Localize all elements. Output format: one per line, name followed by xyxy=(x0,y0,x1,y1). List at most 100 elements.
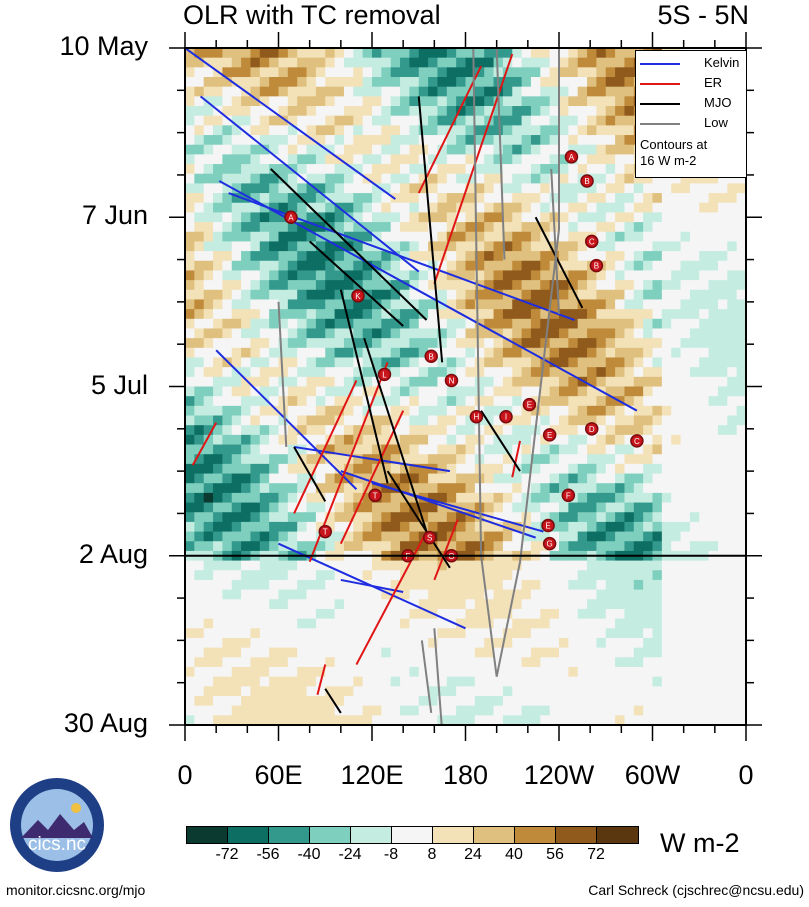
olr-cell xyxy=(400,676,410,687)
olr-cell xyxy=(334,135,345,146)
olr-cell xyxy=(446,454,457,465)
olr-cell xyxy=(222,541,233,552)
olr-cell xyxy=(680,280,691,291)
olr-cell xyxy=(474,77,485,88)
olr-cell xyxy=(643,260,654,272)
olr-cell xyxy=(185,560,195,571)
olr-cell xyxy=(287,570,298,581)
olr-cell xyxy=(334,483,345,494)
olr-cell xyxy=(185,347,195,359)
olr-cell xyxy=(259,444,270,455)
olr-cell xyxy=(325,164,336,175)
olr-cell xyxy=(587,144,597,155)
olr-cell xyxy=(297,241,308,252)
olr-cell xyxy=(362,57,373,68)
olr-cell xyxy=(521,473,532,484)
olr-cell xyxy=(577,705,588,716)
olr-cell xyxy=(250,695,261,707)
olr-cell xyxy=(213,144,223,155)
olr-cell xyxy=(605,77,616,88)
olr-cell xyxy=(521,599,532,610)
olr-cell xyxy=(577,318,588,330)
olr-cell xyxy=(306,96,317,107)
olr-cell xyxy=(418,357,429,368)
olr-cell xyxy=(530,193,541,204)
olr-cell xyxy=(400,521,410,533)
olr-cell xyxy=(540,86,551,97)
olr-cell xyxy=(633,222,644,233)
olr-cell xyxy=(278,173,289,184)
olr-cell xyxy=(587,309,597,320)
olr-cell xyxy=(559,338,569,349)
olr-cell xyxy=(540,628,551,639)
olr-cell xyxy=(250,357,261,368)
olr-cell xyxy=(278,260,289,272)
olr-cell xyxy=(213,318,223,330)
olr-cell xyxy=(194,492,205,504)
olr-cell xyxy=(671,434,682,446)
olr-cell xyxy=(596,608,607,620)
olr-cell xyxy=(194,193,205,204)
olr-cell xyxy=(353,173,364,184)
olr-cell xyxy=(409,521,420,533)
olr-cell xyxy=(633,328,644,339)
olr-cell xyxy=(334,270,345,281)
olr-cell xyxy=(203,376,214,388)
olr-cell xyxy=(699,657,710,668)
olr-cell xyxy=(680,695,691,707)
olr-cell xyxy=(512,299,523,310)
olr-cell xyxy=(502,318,513,330)
olr-cell xyxy=(484,396,495,407)
olr-cell xyxy=(185,96,195,107)
legend-label: ER xyxy=(704,75,723,90)
olr-cell xyxy=(615,183,626,194)
olr-cell xyxy=(334,637,345,649)
olr-cell xyxy=(203,686,214,697)
olr-cell xyxy=(605,86,616,97)
olr-cell xyxy=(615,318,626,330)
olr-cell xyxy=(680,715,691,725)
olr-cell xyxy=(418,579,429,591)
olr-cell xyxy=(568,483,579,494)
olr-cell xyxy=(717,454,728,465)
olr-cell xyxy=(325,695,336,707)
olr-cell xyxy=(315,135,326,146)
olr-cell xyxy=(353,444,364,455)
olr-cell xyxy=(530,202,541,214)
olr-cell xyxy=(596,502,607,513)
colorbar-swatch xyxy=(433,827,474,843)
olr-cell xyxy=(596,415,607,426)
olr-cell xyxy=(269,415,280,426)
olr-cell xyxy=(727,425,738,436)
olr-cell xyxy=(390,164,401,175)
olr-cell xyxy=(315,463,326,475)
olr-cell xyxy=(661,560,672,571)
olr-cell xyxy=(727,618,738,629)
olr-cell xyxy=(325,77,336,88)
olr-cell xyxy=(287,280,298,291)
olr-cell xyxy=(671,173,682,184)
olr-cell xyxy=(540,144,551,155)
olr-cell xyxy=(259,318,270,330)
olr-cell xyxy=(474,202,485,214)
olr-cell xyxy=(559,57,569,68)
olr-cell xyxy=(708,347,719,359)
olr-cell xyxy=(269,251,280,262)
olr-cell xyxy=(736,183,746,194)
olr-cell xyxy=(231,125,242,136)
olr-cell xyxy=(241,173,252,184)
olr-cell xyxy=(287,251,298,262)
olr-cell xyxy=(624,695,635,707)
olr-cell xyxy=(559,715,569,725)
olr-cell xyxy=(213,405,223,417)
olr-cell xyxy=(400,415,410,426)
olr-cell xyxy=(437,695,448,707)
olr-cell xyxy=(362,222,373,233)
olr-cell xyxy=(633,608,644,620)
olr-cell xyxy=(372,251,382,262)
olr-cell xyxy=(736,260,746,272)
olr-cell xyxy=(502,135,513,146)
olr-cell xyxy=(559,473,569,484)
olr-cell xyxy=(278,357,289,368)
olr-cell xyxy=(194,628,205,639)
